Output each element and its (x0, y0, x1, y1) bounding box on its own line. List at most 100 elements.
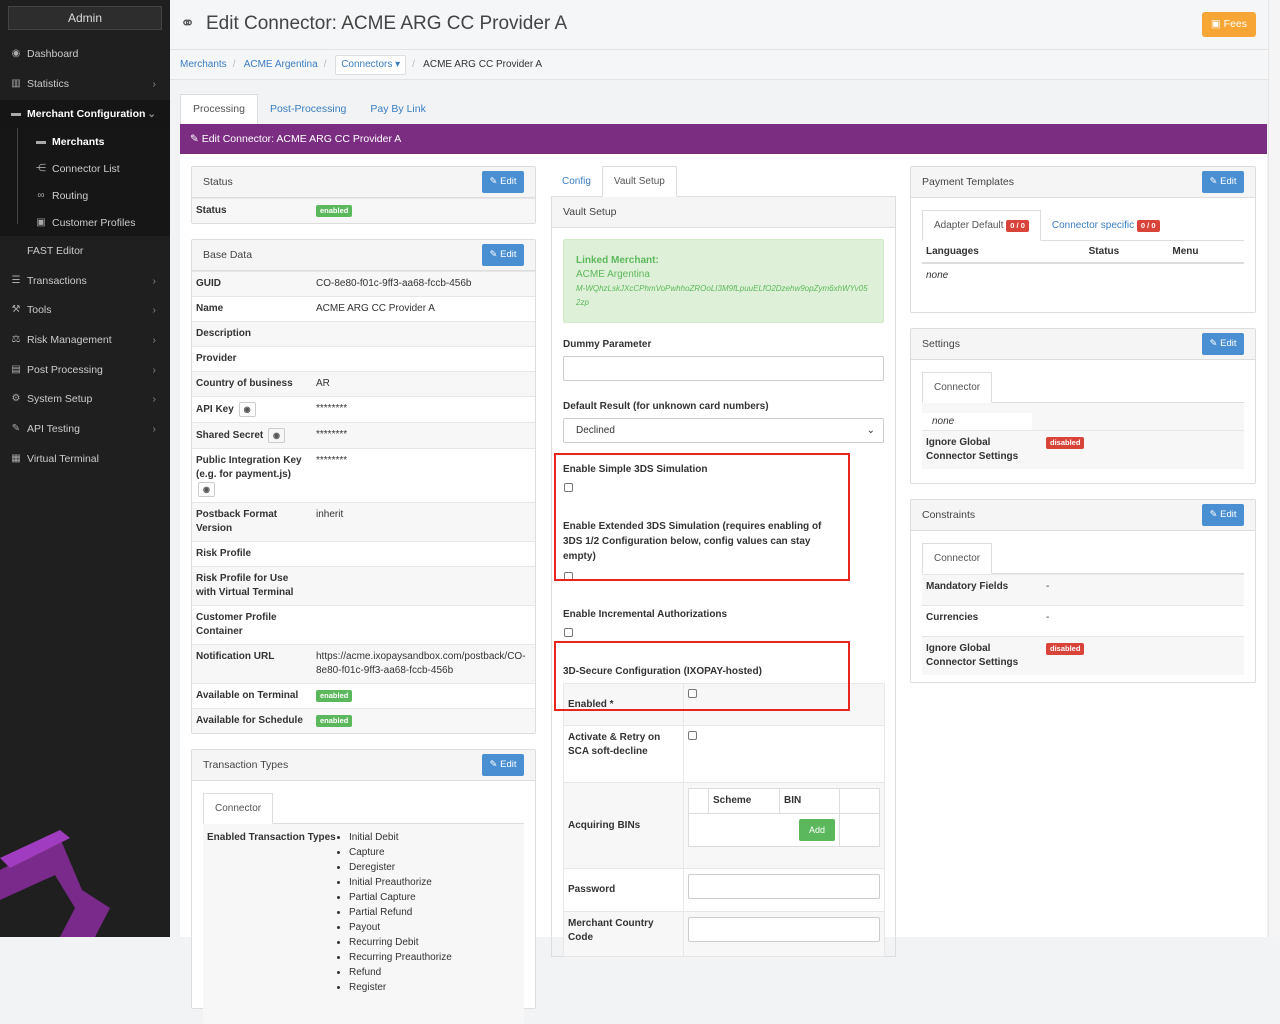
brand-decoration (0, 830, 110, 937)
tab-post-processing[interactable]: Post-Processing (269, 103, 347, 115)
breadcrumb-merchants[interactable]: Merchants (180, 59, 227, 70)
sca-retry-checkbox[interactable] (688, 731, 697, 740)
table-row: API Key ◉ ******** (192, 395, 535, 423)
chevron-right-icon: › (152, 304, 157, 316)
sidebar-item-merchant-configuration[interactable]: ▬ Merchant Configuration ⌄ (0, 100, 170, 128)
sidebar-subitem-merchants[interactable]: ▬ Merchants (0, 128, 170, 156)
list-item: Initial Preauthorize (349, 875, 452, 890)
eye-slash-icon[interactable]: ◉ (238, 402, 256, 417)
list-item: Register (349, 980, 452, 995)
section-title-bar: ✎ Edit Connector: ACME ARG CC Provider A (180, 124, 1267, 154)
tab-connector[interactable]: Connector (922, 543, 993, 574)
tab-connector[interactable]: Connector (922, 372, 993, 403)
highlight-3ds-enabled (554, 641, 850, 711)
sidebar-item-virtual-terminal[interactable]: ▦ Virtual Terminal (0, 445, 170, 473)
simple-3ds-checkbox[interactable] (564, 483, 573, 492)
tab-processing[interactable]: Processing (180, 94, 258, 124)
link-icon: ⚭ (180, 13, 196, 33)
table-row: Description (192, 321, 535, 347)
edit-transaction-types-button[interactable]: ✎ Edit (482, 754, 524, 777)
contact-icon: ▣ (36, 217, 46, 228)
connectors-dropdown[interactable]: Connectors ▾ (335, 55, 407, 75)
transaction-types-panel: Transaction Types ✎ Edit Connector Enable… (191, 749, 536, 1024)
add-bin-button[interactable]: Add (798, 819, 835, 841)
sidebar-item-statistics[interactable]: ▥ Statistics › (0, 70, 170, 98)
chevron-right-icon: › (152, 78, 157, 90)
3ds-enabled-checkbox[interactable] (688, 689, 697, 698)
sidebar-item-system-setup[interactable]: ⚙ System Setup › (0, 385, 170, 413)
chevron-down-icon: ⌄ (866, 425, 875, 436)
list-item: Refund (349, 965, 452, 980)
sidebar-item-transactions[interactable]: ☰ Transactions › (0, 267, 170, 295)
link-icon: ∞ (37, 190, 45, 201)
status-badge: enabled (316, 205, 353, 217)
incremental-auth-checkbox[interactable] (564, 628, 573, 637)
tab-connector[interactable]: Connector (203, 793, 274, 825)
tab-adapter-default[interactable]: Adapter Default 0 / 0 (922, 210, 1041, 241)
password-input[interactable] (688, 874, 880, 899)
tab-config[interactable]: Config (562, 176, 591, 187)
dummy-parameter-input[interactable] (563, 356, 884, 381)
highlight-3ds-simulation (554, 453, 850, 581)
sidebar-item-risk-management[interactable]: ⚖ Risk Management › (0, 326, 170, 354)
constraints-panel: Constraints ✎ Edit Connector Mandatory Fi… (910, 499, 1256, 683)
list-item: Capture (349, 845, 452, 860)
admin-button[interactable]: Admin (8, 6, 162, 30)
sidebar-subitem-routing[interactable]: ∞ Routing (0, 182, 170, 210)
sidebar-item-fast-editor[interactable]: FAST Editor (27, 245, 84, 257)
sidebar-item-tools[interactable]: ⚒ Tools › (0, 296, 170, 324)
table-row: Risk Profile (192, 541, 535, 567)
table-row: Notification URL https://acme.ixopaysandb… (192, 644, 535, 684)
chevron-right-icon: › (152, 275, 157, 287)
eye-slash-icon[interactable]: ◉ (198, 482, 215, 498)
edit-base-data-button[interactable]: ✎ Edit (482, 244, 524, 266)
edit-status-button[interactable]: ✎ Edit (482, 171, 524, 193)
table-row: Available on Terminal enabled (192, 683, 535, 709)
page-title: Edit Connector: ACME ARG CC Provider A (206, 13, 568, 34)
sidebar-item-api-testing[interactable]: ✎ API Testing › (0, 415, 170, 443)
edit-constraints-button[interactable]: ✎ Edit (1202, 504, 1244, 526)
tab-pay-by-link[interactable]: Pay By Link (370, 103, 426, 115)
acquiring-bins-table: Scheme BIN Add (688, 788, 880, 847)
list-item: Recurring Debit (349, 935, 452, 950)
breadcrumb-current: ACME ARG CC Provider A (423, 59, 543, 70)
breadcrumb-merchant[interactable]: ACME Argentina (243, 59, 318, 70)
table-row: Public Integration Key (e.g. for payment… (192, 448, 535, 503)
list-item: Partial Refund (349, 905, 452, 920)
sidebar-item-dashboard[interactable]: ◉ Dashboard (0, 40, 170, 68)
page-header: ⚭ Edit Connector: ACME ARG CC Provider A… (170, 0, 1268, 50)
sidebar-subitem-customer-profiles[interactable]: ▣ Customer Profiles (0, 209, 170, 237)
fees-button[interactable]: ▣ Fees (1201, 12, 1256, 37)
payment-templates-panel: Payment Templates ✎ Edit Adapter Default … (910, 166, 1256, 313)
submenu: ▬ Merchants ⋲ Connector List ∞ Routing ▣ Custom… (0, 128, 170, 236)
table-row: Country of business AR (192, 371, 535, 397)
table-row: Shared Secret ◉ ******** (192, 422, 535, 449)
edit-settings-button[interactable]: ✎ Edit (1202, 333, 1244, 355)
tab-connector-specific[interactable]: Connector specific 0 / 0 (1041, 211, 1171, 242)
eye-slash-icon[interactable]: ◉ (268, 428, 286, 444)
linked-merchant-alert: Linked Merchant: ACME Argentina M-WQhzLs… (563, 239, 884, 323)
scrollbar[interactable] (1268, 0, 1280, 937)
database-icon: ▤ (11, 364, 21, 375)
scale-icon: ⚖ (11, 334, 21, 345)
default-result-select[interactable]: Declined ⌄ (563, 418, 884, 443)
chevron-right-icon: › (152, 334, 157, 346)
status-badge: enabled (316, 690, 353, 703)
flask-icon: ✎ (11, 423, 21, 434)
edit-templates-button[interactable]: ✎ Edit (1202, 171, 1244, 193)
money-icon: ▣ (1210, 18, 1224, 30)
tab-vault-setup[interactable]: Vault Setup (601, 166, 677, 197)
table-row: Available for Schedule enabled (192, 708, 535, 734)
status-panel: Status ✎ Edit Status enabled (191, 166, 536, 224)
sidebar: Admin ◉ Dashboard ▥ Statistics › ▬ Merchant Co… (0, 0, 170, 937)
merchant-country-code-input[interactable] (688, 917, 880, 942)
list-item: Partial Capture (349, 890, 452, 905)
settings-panel: Settings ✎ Edit Connector none Ignore Glo… (910, 328, 1256, 484)
base-data-panel: Base Data ✎ Edit GUID CO-8e80-f01c-9ff3-aa… (191, 239, 536, 735)
share-icon: ⋲ (36, 163, 46, 174)
chevron-right-icon: › (152, 423, 157, 435)
edit-icon: ✎ (190, 133, 202, 145)
sidebar-subitem-connector-list[interactable]: ⋲ Connector List (0, 155, 170, 183)
sidebar-item-post-processing[interactable]: ▤ Post Processing › (0, 356, 170, 384)
bar-chart-icon: ▥ (11, 78, 21, 89)
